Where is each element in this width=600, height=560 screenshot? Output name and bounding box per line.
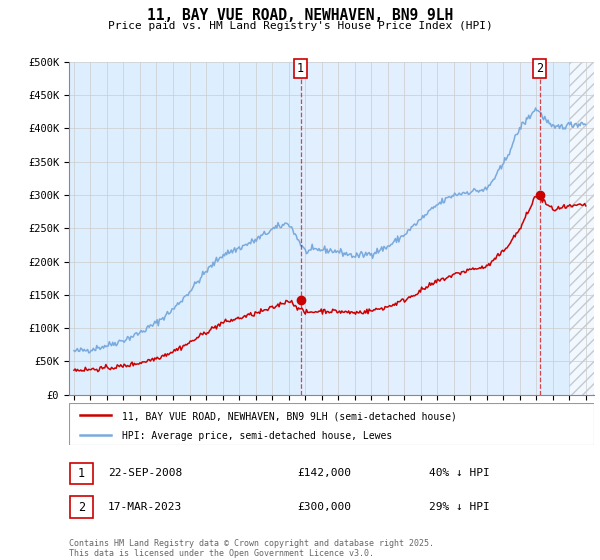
Text: 22-SEP-2008: 22-SEP-2008 xyxy=(108,468,182,478)
Text: 11, BAY VUE ROAD, NEWHAVEN, BN9 9LH (semi-detached house): 11, BAY VUE ROAD, NEWHAVEN, BN9 9LH (sem… xyxy=(121,412,457,422)
Bar xyxy=(301,62,539,395)
Text: Price paid vs. HM Land Registry's House Price Index (HPI): Price paid vs. HM Land Registry's House … xyxy=(107,21,493,31)
Text: £142,000: £142,000 xyxy=(297,468,351,478)
Text: 1: 1 xyxy=(297,62,304,74)
Text: 11, BAY VUE ROAD, NEWHAVEN, BN9 9LH: 11, BAY VUE ROAD, NEWHAVEN, BN9 9LH xyxy=(147,8,453,24)
Text: £300,000: £300,000 xyxy=(297,502,351,512)
Text: HPI: Average price, semi-detached house, Lewes: HPI: Average price, semi-detached house,… xyxy=(121,431,392,441)
Text: 17-MAR-2023: 17-MAR-2023 xyxy=(108,502,182,512)
Text: 40% ↓ HPI: 40% ↓ HPI xyxy=(429,468,490,478)
Text: 29% ↓ HPI: 29% ↓ HPI xyxy=(429,502,490,512)
Text: 2: 2 xyxy=(78,501,85,514)
Bar xyxy=(569,62,594,395)
Text: 2: 2 xyxy=(536,62,543,74)
Text: Contains HM Land Registry data © Crown copyright and database right 2025.
This d: Contains HM Land Registry data © Crown c… xyxy=(69,539,434,558)
Text: 1: 1 xyxy=(78,467,85,480)
